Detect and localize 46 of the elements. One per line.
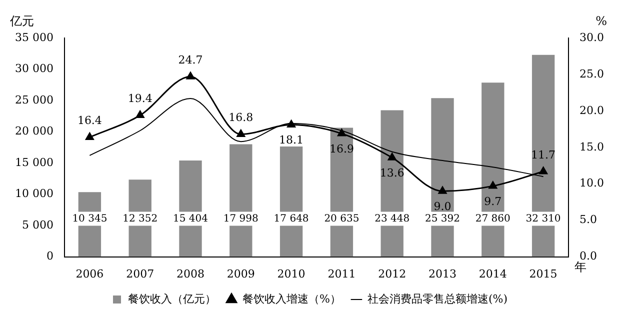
data-label: 27 860 bbox=[475, 213, 510, 224]
x-tick-label: 2011 bbox=[328, 267, 356, 280]
x-tick-label: 2006 bbox=[76, 267, 104, 280]
y-tick-label: 0 bbox=[46, 250, 54, 263]
data-label: 15 404 bbox=[172, 213, 208, 224]
y-tick-label: 20 000 bbox=[14, 124, 54, 138]
y2-tick-label: 20.0 bbox=[580, 104, 604, 117]
y-tick-label: 10 000 bbox=[14, 187, 54, 200]
y2-tick-label: 5.0 bbox=[580, 213, 598, 226]
data-label: 24.7 bbox=[178, 54, 203, 67]
x-tick-label: 2014 bbox=[478, 267, 507, 280]
y-tick-label: 30 000 bbox=[14, 62, 54, 76]
data-label: 23 448 bbox=[374, 213, 410, 224]
data-label: 16.4 bbox=[77, 114, 102, 128]
x-tick-label: 2009 bbox=[226, 267, 255, 280]
y-tick-label: 15 000 bbox=[14, 156, 54, 169]
x-tick-label: 2008 bbox=[176, 267, 204, 280]
y2-tick-label: 30.0 bbox=[580, 30, 604, 44]
data-label: 20 635 bbox=[324, 213, 360, 224]
data-label: 32 310 bbox=[526, 213, 561, 224]
y2-tick-label: 10.0 bbox=[580, 176, 604, 190]
y2-tick-label: 25.0 bbox=[580, 67, 604, 80]
y2-axis-title: % bbox=[596, 14, 607, 28]
x-tick-label: 2013 bbox=[428, 267, 457, 280]
data-label: 17 648 bbox=[274, 213, 309, 224]
y2-tick-label: 15.0 bbox=[580, 140, 604, 154]
y-tick-label: 35 000 bbox=[14, 30, 54, 44]
legend-label: 社会消费品零售总额增速(%) bbox=[367, 292, 508, 306]
data-label: 18.1 bbox=[279, 134, 304, 147]
x-tick-label: 2012 bbox=[378, 267, 406, 280]
data-label: 10 345 bbox=[72, 213, 108, 224]
legend-label: 餐饮收入（亿元） bbox=[128, 292, 216, 306]
y-axis-title: 亿元 bbox=[9, 14, 34, 28]
x-tick-label: 2010 bbox=[277, 267, 306, 280]
data-label: 12 352 bbox=[122, 213, 158, 224]
x-tick-label: 2007 bbox=[126, 267, 154, 280]
y-tick-label: 5 000 bbox=[22, 218, 54, 232]
data-label: 19.4 bbox=[128, 92, 152, 106]
x-tick-label: 2015 bbox=[529, 267, 558, 280]
data-label: 25 392 bbox=[425, 213, 460, 224]
data-label: 16.8 bbox=[228, 111, 254, 124]
data-label: 17 998 bbox=[223, 213, 258, 224]
data-label: 9.0 bbox=[434, 200, 452, 214]
data-label: 9.7 bbox=[484, 194, 502, 208]
legend-label: 餐饮收入增速（%） bbox=[242, 292, 341, 306]
y-tick-label: 25 000 bbox=[14, 93, 54, 106]
